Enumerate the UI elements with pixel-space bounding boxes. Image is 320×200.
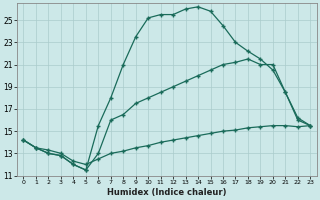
X-axis label: Humidex (Indice chaleur): Humidex (Indice chaleur): [107, 188, 227, 197]
